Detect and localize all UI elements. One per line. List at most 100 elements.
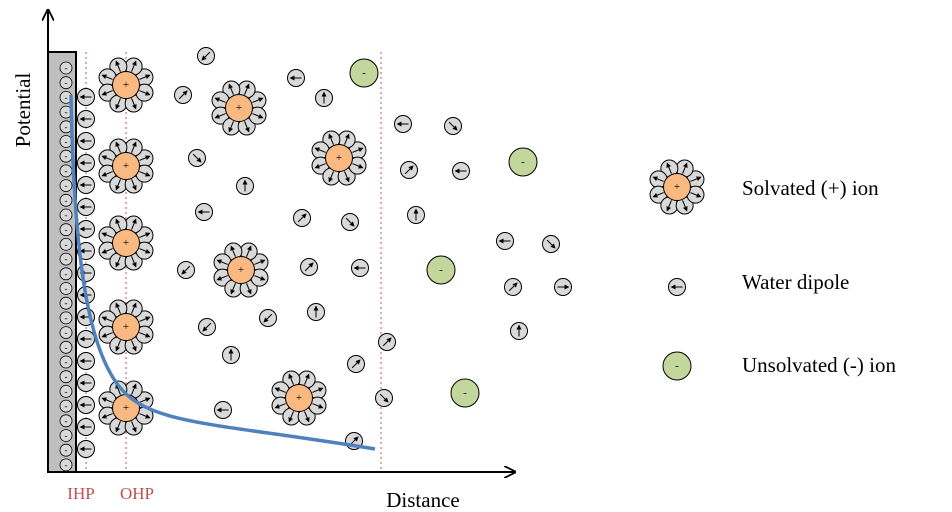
dipole-arrow (139, 171, 151, 177)
dipole-arrow (101, 74, 113, 80)
cation (325, 144, 353, 172)
minus-sign: - (65, 269, 68, 279)
surface-charge (59, 443, 73, 457)
minus-sign: - (65, 328, 68, 338)
dipole-arrow (252, 113, 264, 119)
dipole-arrow (131, 218, 137, 230)
surface-charge (59, 458, 73, 472)
dipole-arrow (263, 313, 273, 323)
minus-sign: - (439, 264, 443, 276)
dipole-arrow (101, 397, 113, 403)
surface-charge (59, 282, 73, 295)
minus-sign: - (463, 387, 467, 399)
dipole-arrow (351, 359, 361, 369)
plus-sign: + (123, 79, 129, 91)
dipole-arrow (304, 373, 310, 385)
dipole-arrow (288, 411, 294, 423)
dipole-arrow (382, 337, 392, 347)
plus-sign: + (123, 160, 129, 172)
anion (508, 147, 538, 177)
dipole-arrow (448, 121, 458, 131)
dipole-arrow (652, 176, 664, 182)
plus-sign: + (238, 264, 244, 276)
surface-charge (59, 370, 73, 384)
ohp-label: OHP (120, 484, 154, 503)
dipole-arrow (115, 98, 121, 110)
dipole-arrow (101, 155, 113, 161)
cation (112, 313, 140, 341)
dipole-arrow (682, 162, 688, 174)
plus-sign: + (236, 102, 242, 114)
dipole-arrow (666, 162, 672, 174)
cation (227, 256, 255, 284)
dipole-arrow (666, 200, 672, 212)
dipole-arrow (314, 147, 326, 153)
minus-sign: - (65, 342, 68, 352)
dipole-arrow (304, 262, 314, 272)
dipole-arrow (181, 265, 191, 275)
surface-charge (59, 311, 73, 325)
dipole-arrow (682, 200, 688, 212)
surface-charge (59, 252, 73, 266)
dipole-arrow (304, 411, 310, 423)
surface-charge (59, 179, 73, 193)
potential-curve (69, 94, 376, 451)
dipole-arrow (379, 393, 389, 403)
minus-sign: - (65, 386, 68, 396)
surface-charge (59, 61, 73, 75)
dipole-arrow (131, 179, 137, 191)
anion (662, 351, 692, 381)
dipole-arrow (115, 421, 121, 433)
dipole-arrow (115, 340, 121, 352)
cation (225, 94, 253, 122)
cation (285, 384, 313, 412)
minus-sign: - (362, 67, 366, 79)
dipole-arrow (352, 163, 364, 169)
dipole-arrow (101, 90, 113, 96)
minus-sign: - (65, 298, 68, 308)
anion (450, 378, 480, 408)
surface-charge (59, 267, 73, 281)
dipole-arrow (115, 60, 121, 72)
dipole-arrow (131, 98, 137, 110)
minus-sign: - (65, 239, 68, 249)
dipole-arrow (101, 171, 113, 177)
dipole-arrow (115, 141, 121, 153)
surface-charge (59, 355, 73, 369)
cation (663, 173, 691, 201)
minus-sign: - (65, 254, 68, 264)
dipole-arrow (352, 147, 364, 153)
dipole-arrow (131, 421, 137, 433)
dipole-arrow (139, 155, 151, 161)
dipole-arrow (115, 302, 121, 314)
dipole-arrow (328, 133, 334, 145)
minus-sign: - (65, 416, 68, 426)
dipole-arrow (254, 259, 266, 265)
surface-charge (59, 76, 73, 90)
dipole-arrow (254, 275, 266, 281)
dipole-arrow (314, 163, 326, 169)
dipole-arrow (228, 121, 234, 133)
minus-sign: - (65, 63, 68, 73)
surface-charge (59, 414, 73, 428)
dipole-arrow (216, 259, 228, 265)
dipole-arrow (202, 322, 212, 332)
dipole-arrow (328, 171, 334, 183)
dipole-arrow (178, 90, 188, 100)
dipole-arrow (192, 153, 202, 163)
dipole-arrow (139, 397, 151, 403)
dipole-arrow (312, 403, 324, 409)
minus-sign: - (65, 357, 68, 367)
dipole-arrow (139, 316, 151, 322)
surface-charge (59, 223, 73, 237)
plus-sign: + (296, 392, 302, 404)
dipole-arrow (228, 83, 234, 95)
surface-charge (59, 429, 73, 442)
dipole-arrow (345, 217, 355, 227)
dipole-arrow (344, 171, 350, 183)
minus-sign: - (65, 195, 68, 205)
dipole-arrow (244, 83, 250, 95)
minus-sign: - (521, 156, 525, 168)
minus-sign: - (65, 284, 68, 294)
surface-charge (59, 340, 73, 354)
